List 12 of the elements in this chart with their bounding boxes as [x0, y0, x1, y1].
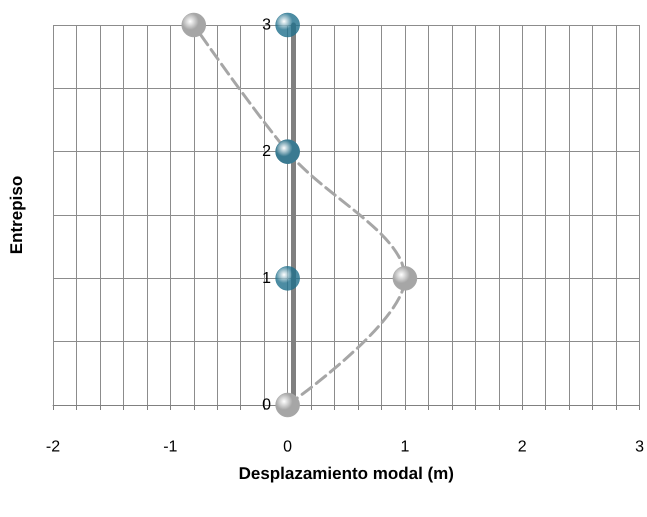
x-tick-label: 1	[400, 438, 410, 456]
x-tick-label: 0	[283, 438, 292, 456]
x-tick-label: -1	[163, 438, 178, 456]
y-tick-label: 3	[262, 16, 272, 34]
x-tick-label: 3	[635, 438, 644, 456]
y-axis-title: Entrepiso	[7, 176, 26, 254]
y-tick-label: 1	[262, 270, 272, 287]
x-axis-title: Desplazamiento modal (m)	[238, 464, 454, 483]
y-tick-label: 0	[262, 396, 272, 414]
x-tick-label: -2	[46, 438, 60, 456]
y-tick-label: 2	[262, 143, 272, 160]
x-tick-label: 2	[518, 438, 527, 456]
